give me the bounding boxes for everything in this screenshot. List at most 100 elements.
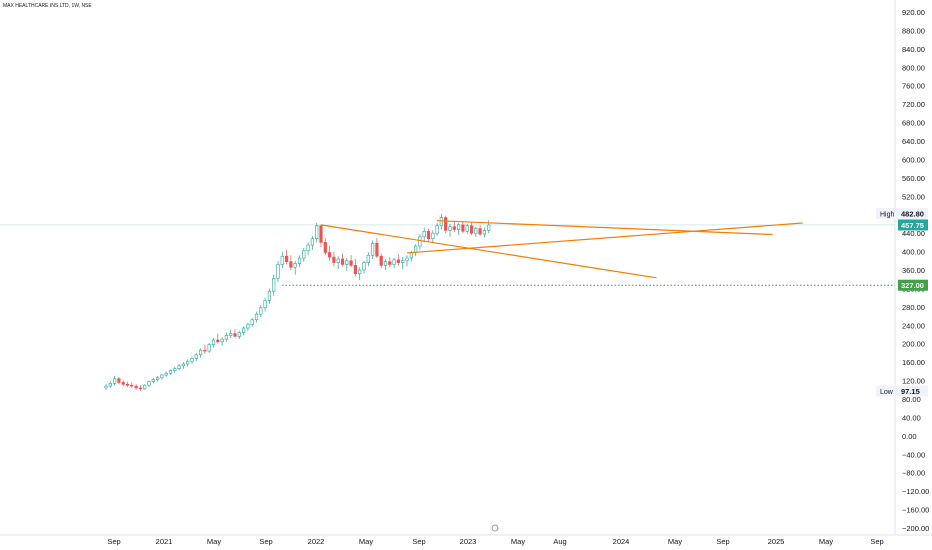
candle-up (168, 370, 173, 374)
candle-down (203, 349, 207, 352)
candle-up (401, 260, 405, 263)
candle-up (405, 257, 409, 262)
candle-up (224, 335, 229, 340)
candle-up (310, 238, 315, 246)
trendline (320, 224, 657, 279)
x-tick-label: 2022 (308, 537, 325, 546)
candle-down (353, 265, 358, 274)
trendline (406, 222, 803, 254)
candle-up (276, 264, 280, 279)
candle-up (336, 258, 340, 263)
candle-down (478, 228, 482, 235)
high-tag: High (880, 211, 895, 218)
x-tick-label: 2024 (613, 537, 630, 546)
candle-up (254, 313, 259, 321)
x-tick-label: Sep (259, 537, 272, 546)
candle-down (452, 226, 456, 230)
y-tick-label: 880.00 (902, 26, 925, 35)
candle-up (474, 228, 478, 234)
candle-up (272, 277, 276, 292)
y-tick-label: 80.00 (902, 395, 921, 404)
y-tick-label: 640.00 (902, 137, 925, 146)
trendline (437, 220, 773, 236)
candle-down (340, 258, 345, 265)
candle-up (456, 224, 461, 230)
y-tick-label: 600.00 (902, 155, 925, 164)
candle-down (396, 259, 401, 263)
x-tick-label: 2023 (460, 537, 477, 546)
chart-title: MAX HEALTHCARE INS LTD, 1W, NSE (3, 3, 92, 9)
candle-up (413, 245, 418, 253)
candle-up (186, 360, 190, 365)
x-tick-label: Sep (107, 537, 120, 546)
y-tick-label: 280.00 (902, 303, 925, 312)
candle-down (461, 224, 465, 232)
y-tick-label: 120.00 (902, 377, 925, 386)
y-tick-label: 40.00 (902, 413, 921, 422)
clock-icon (491, 524, 499, 532)
low-tag: Low (880, 389, 894, 396)
x-tick-label: Sep (716, 537, 729, 546)
y-tick-label: 920.00 (902, 8, 925, 17)
high-value-bg (898, 207, 928, 219)
candle-down (134, 385, 138, 389)
candle-down (130, 384, 134, 387)
candle-up (143, 384, 147, 390)
y-tick-label: 680.00 (902, 119, 925, 128)
candle-up (345, 260, 349, 265)
candle-down (469, 225, 474, 234)
candle-up (246, 324, 250, 329)
y-tick-label: −40.00 (902, 450, 925, 459)
candle-up (370, 242, 375, 256)
candle-down (388, 261, 392, 265)
low-tag-bg (876, 385, 898, 397)
candle-up (439, 217, 444, 227)
last-price-value-bg (898, 219, 928, 231)
candle-up (259, 307, 263, 315)
x-tick-label: May (668, 537, 682, 546)
candle-down (375, 242, 379, 257)
x-tick-label: Sep (412, 537, 425, 546)
candle-up (293, 263, 297, 268)
y-tick-label: 400.00 (902, 248, 925, 257)
candle-up (229, 333, 233, 336)
candle-up (237, 332, 241, 337)
y-tick-label: 0.00 (902, 432, 917, 441)
y-tick-label: 840.00 (902, 45, 925, 54)
high-tag-bg (876, 207, 898, 219)
y-tick-label: 360.00 (902, 266, 925, 275)
candle-up (250, 319, 254, 325)
candle-up (190, 358, 194, 362)
y-tick-label: 440.00 (902, 229, 925, 238)
low-value: 97.15 (901, 387, 920, 396)
candle-up (409, 252, 413, 259)
candle-up (151, 379, 155, 382)
x-tick-label: May (819, 537, 833, 546)
candle-up (181, 363, 186, 367)
y-tick-label: −200.00 (902, 524, 929, 533)
candle-up (431, 232, 435, 239)
candle-up (465, 225, 469, 232)
y-tick-label: 720.00 (902, 100, 925, 109)
candle-up (448, 226, 452, 231)
candle-up (383, 261, 388, 266)
candle-down (444, 217, 448, 231)
y-tick-label: 560.00 (902, 174, 925, 183)
x-tick-label: Aug (553, 537, 566, 546)
candle-down (327, 252, 332, 258)
candle-up (487, 224, 491, 231)
candle-down (284, 255, 289, 263)
y-tick-label: 200.00 (902, 340, 925, 349)
candle-up (194, 354, 198, 359)
y-tick-label: 800.00 (902, 63, 925, 72)
support-level-value: 327.00 (901, 281, 924, 290)
candle-up (422, 231, 426, 238)
candle-up (362, 262, 366, 271)
candle-down (289, 261, 293, 268)
candle-down (233, 333, 237, 337)
x-tick-label: 2025 (768, 537, 785, 546)
candle-up (418, 236, 422, 247)
candle-up (366, 254, 370, 263)
candle-down (216, 339, 220, 343)
